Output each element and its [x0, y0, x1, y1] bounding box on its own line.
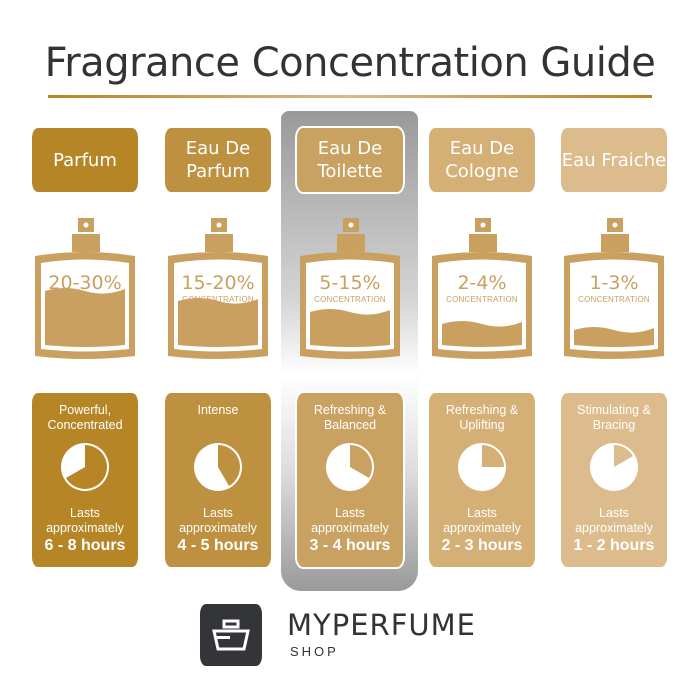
- lasts-label: Lasts approximately: [443, 506, 521, 535]
- brand-name: MYPERFUME: [287, 608, 476, 642]
- character-description: Refreshing & Uplifting: [445, 403, 519, 432]
- clock-pie-icon: [590, 443, 638, 491]
- lasts-label: Lasts approximately: [311, 506, 389, 535]
- longevity-card: Stimulating & Bracing Lasts approximatel…: [561, 393, 667, 567]
- concentration-label: CONCENTRATION: [446, 295, 518, 304]
- page-title: Fragrance Concentration Guide: [44, 40, 656, 86]
- pie-duration-slice: [218, 445, 240, 487]
- bottle-icon: [35, 218, 135, 359]
- bottle-icon: [432, 218, 532, 359]
- duration-hours: 2 - 3 hours: [441, 537, 523, 554]
- character-description: Stimulating & Bracing: [577, 403, 651, 432]
- pie-duration-slice: [482, 445, 504, 467]
- pie-duration-slice: [65, 445, 108, 489]
- duration-hours: 3 - 4 hours: [309, 537, 391, 554]
- concentration-percent: 20-30%: [48, 272, 122, 294]
- pie-duration-slice: [614, 445, 634, 467]
- concentration-percent: 15-20%: [181, 272, 255, 294]
- bottle-neck: [337, 234, 365, 252]
- type-name: Eau De Toilette: [317, 138, 383, 182]
- concentration-label: CONCENTRATION: [182, 295, 254, 304]
- liquid-level: [178, 298, 258, 347]
- duration-hours: 1 - 2 hours: [573, 537, 655, 554]
- bottle-icon: [564, 218, 664, 359]
- lasts-label: Lasts approximately: [179, 506, 257, 535]
- bottle-neck: [469, 234, 497, 252]
- character-description: Powerful, Concentrated: [47, 403, 123, 432]
- clock-pie-icon: [326, 443, 374, 491]
- clock-pie-icon: [61, 443, 109, 491]
- lasts-label: Lasts approximately: [575, 506, 653, 535]
- duration-hours: 6 - 8 hours: [44, 537, 126, 554]
- lasts-label: Lasts approximately: [46, 506, 124, 535]
- type-label: Eau De Cologne: [429, 128, 535, 192]
- brand-logo: [200, 604, 262, 666]
- type-name: Eau Fraiche: [561, 149, 667, 171]
- liquid-level: [45, 288, 125, 347]
- concentration-label: CONCENTRATION: [314, 295, 386, 304]
- brand-sub: SHOP: [290, 644, 339, 659]
- title-divider: [48, 95, 652, 98]
- type-label: Parfum: [32, 128, 138, 192]
- longevity-card: Refreshing & Balanced Lasts approximatel…: [295, 391, 405, 569]
- clock-pie-icon: [458, 443, 506, 491]
- concentration-label: CONCENTRATION: [49, 295, 121, 304]
- clock-pie-icon: [194, 443, 242, 491]
- type-name: Eau De Cologne: [445, 138, 519, 182]
- character-description: Refreshing & Balanced: [313, 403, 387, 432]
- perfume-basket-icon: [212, 619, 250, 651]
- concentration-label: CONCENTRATION: [578, 295, 650, 304]
- type-label: Eau De Parfum: [165, 128, 271, 192]
- concentration-percent: 1-3%: [589, 272, 639, 294]
- pie-duration-slice: [350, 445, 372, 478]
- bottle-neck: [205, 234, 233, 252]
- longevity-card: Refreshing & Uplifting Lasts approximate…: [429, 393, 535, 567]
- concentration-percent: 5-15%: [319, 272, 381, 294]
- bottle-neck: [72, 234, 100, 252]
- longevity-card: Intense Lasts approximately 4 - 5 hours: [165, 393, 271, 567]
- bottle-icon: [300, 218, 400, 359]
- longevity-card: Powerful, Concentrated Lasts approximate…: [32, 393, 138, 567]
- bottle-icon: [168, 218, 268, 359]
- type-name: Parfum: [53, 149, 117, 171]
- liquid-level: [310, 309, 390, 347]
- liquid-level: [574, 327, 654, 347]
- character-description: Intense: [197, 403, 239, 417]
- liquid-level: [442, 321, 522, 347]
- type-label: Eau De Toilette: [295, 126, 405, 194]
- bottle-neck: [601, 234, 629, 252]
- type-label: Eau Fraiche: [561, 128, 667, 192]
- duration-hours: 4 - 5 hours: [177, 537, 259, 554]
- type-name: Eau De Parfum: [185, 138, 251, 182]
- concentration-percent: 2-4%: [457, 272, 507, 294]
